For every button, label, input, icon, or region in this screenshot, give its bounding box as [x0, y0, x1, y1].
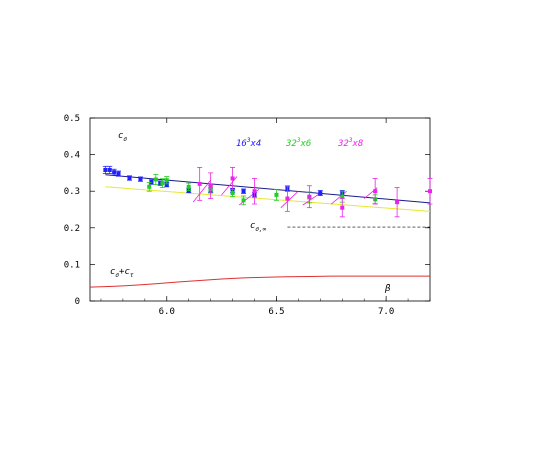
data-point-series-0	[127, 176, 132, 181]
y-tick-label: 0	[75, 297, 80, 307]
y-tick-label: 0.1	[64, 260, 80, 270]
data-point-series-0	[138, 177, 143, 182]
data-point-series-1	[241, 198, 246, 203]
magenta-segment	[280, 190, 299, 208]
x-tick-label: 6.5	[268, 307, 284, 317]
data-point-series-1	[274, 192, 279, 197]
data-point-series-0	[103, 167, 108, 172]
data-point-series-0	[318, 191, 323, 196]
data-point-series-2	[307, 194, 312, 199]
data-point-series-2	[395, 200, 400, 205]
legend-32x6: 323x6	[285, 137, 311, 149]
data-point-series-1	[186, 184, 191, 189]
data-point-series-2	[373, 189, 378, 194]
data-point-series-2	[197, 181, 202, 186]
data-point-series-1	[153, 177, 158, 182]
y-tick-label: 0.4	[64, 151, 80, 161]
legend-32x8: 323x8	[337, 137, 363, 149]
data-point-series-1	[230, 191, 235, 196]
sum-curve	[89, 275, 430, 288]
data-point-series-1	[340, 194, 345, 199]
data-point-series-1	[160, 181, 165, 186]
data-marks	[102, 165, 433, 218]
beta-label: β	[384, 284, 391, 294]
magenta-segment	[302, 192, 321, 206]
data-point-series-2	[340, 205, 345, 210]
data-point-series-0	[241, 189, 246, 194]
data-point-series-0	[158, 181, 163, 186]
data-point-series-2	[428, 189, 432, 194]
magenta-segment	[192, 179, 211, 203]
data-point-series-0	[107, 167, 112, 172]
fit-line-yellow	[105, 186, 431, 212]
x-tick-label: 6.0	[159, 307, 175, 317]
x-tick-label: 7.0	[378, 307, 394, 317]
data-point-series-2	[252, 189, 257, 194]
plot-frame	[89, 117, 431, 302]
data-point-series-2	[208, 183, 213, 188]
data-point-series-2	[230, 176, 235, 181]
data-point-series-0	[164, 182, 169, 187]
data-point-series-2	[285, 196, 290, 201]
legend-16x4: 163x4	[236, 137, 261, 149]
c-sigma-label: cσ	[118, 131, 127, 143]
c-sigma-plus-c-tau-label: cσ+cτ	[110, 267, 134, 279]
y-tick-label: 0.5	[64, 114, 80, 124]
c-sigma-inf-label: cσ,∞	[250, 221, 267, 233]
data-point-series-1	[164, 178, 169, 183]
data-point-series-0	[116, 171, 121, 176]
y-tick-label: 0.3	[64, 187, 80, 197]
y-tick-label: 0.2	[64, 224, 80, 234]
axis-ticks: 6.0 6.5 7.0 0 0.1 0.2 0.3 0.4 0.5	[64, 114, 431, 317]
data-point-series-0	[112, 170, 117, 175]
data-point-series-1	[147, 184, 152, 189]
